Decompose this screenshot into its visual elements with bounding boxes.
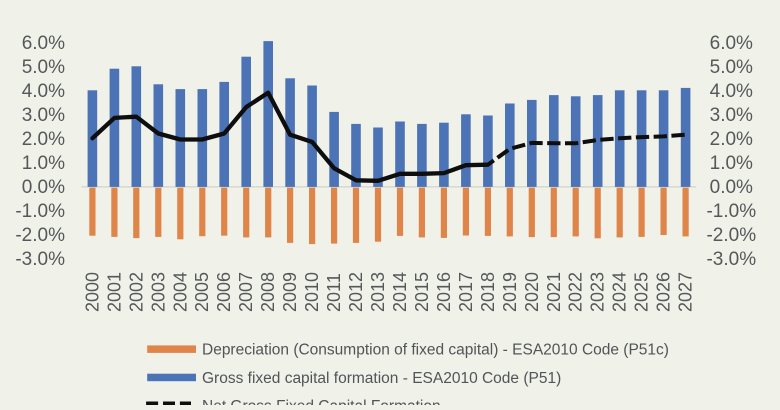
svg-text:2018: 2018 xyxy=(478,272,498,312)
svg-text:2014: 2014 xyxy=(390,272,410,312)
svg-text:2006: 2006 xyxy=(214,272,234,312)
svg-text:-3.0%: -3.0% xyxy=(15,249,65,270)
svg-text:2020: 2020 xyxy=(522,272,542,312)
svg-text:2017: 2017 xyxy=(456,272,476,312)
svg-text:-2.0%: -2.0% xyxy=(15,225,65,246)
svg-text:5.0%: 5.0% xyxy=(710,57,753,78)
svg-text:Gross fixed capital formation: Gross fixed capital formation - ESA2010 … xyxy=(202,370,561,387)
svg-text:2023: 2023 xyxy=(588,272,608,312)
svg-text:2026: 2026 xyxy=(654,272,674,312)
svg-text:2024: 2024 xyxy=(610,272,630,312)
svg-text:2015: 2015 xyxy=(412,272,432,312)
svg-text:-1.0%: -1.0% xyxy=(706,201,756,222)
svg-text:1.0%: 1.0% xyxy=(710,153,753,174)
svg-text:2005: 2005 xyxy=(192,272,212,312)
svg-text:2004: 2004 xyxy=(170,272,190,312)
svg-text:2012: 2012 xyxy=(346,272,366,312)
svg-text:2009: 2009 xyxy=(280,272,300,312)
svg-text:2000: 2000 xyxy=(82,272,102,312)
svg-text:2021: 2021 xyxy=(544,272,564,312)
svg-text:Depreciation (Consumption of f: Depreciation (Consumption of fixed capit… xyxy=(202,341,669,358)
svg-text:2010: 2010 xyxy=(302,272,322,312)
svg-text:2003: 2003 xyxy=(148,272,168,312)
svg-text:4.0%: 4.0% xyxy=(710,81,753,102)
svg-text:5.0%: 5.0% xyxy=(22,57,65,78)
svg-text:2002: 2002 xyxy=(126,272,146,312)
svg-text:3.0%: 3.0% xyxy=(710,105,753,126)
svg-text:3.0%: 3.0% xyxy=(22,105,65,126)
svg-text:2022: 2022 xyxy=(566,272,586,312)
svg-text:2019: 2019 xyxy=(500,272,520,312)
svg-text:6.0%: 6.0% xyxy=(710,33,753,54)
svg-text:2025: 2025 xyxy=(632,272,652,312)
svg-text:2016: 2016 xyxy=(434,272,454,312)
svg-text:2008: 2008 xyxy=(258,272,278,312)
svg-text:-3.0%: -3.0% xyxy=(706,249,756,270)
svg-text:6.0%: 6.0% xyxy=(22,33,65,54)
svg-text:2001: 2001 xyxy=(104,272,124,312)
svg-text:2013: 2013 xyxy=(368,272,388,312)
svg-text:0.0%: 0.0% xyxy=(710,177,753,198)
svg-text:-2.0%: -2.0% xyxy=(706,225,756,246)
svg-text:Net Gross Fixed Capital Format: Net Gross Fixed Capital Formation xyxy=(202,398,441,405)
svg-text:4.0%: 4.0% xyxy=(22,81,65,102)
svg-text:2027: 2027 xyxy=(676,272,696,312)
svg-text:2007: 2007 xyxy=(236,272,256,312)
svg-text:1.0%: 1.0% xyxy=(22,153,65,174)
svg-text:-1.0%: -1.0% xyxy=(15,201,65,222)
svg-text:2011: 2011 xyxy=(324,273,344,312)
svg-text:2.0%: 2.0% xyxy=(710,129,753,150)
svg-text:2.0%: 2.0% xyxy=(22,129,65,150)
svg-text:0.0%: 0.0% xyxy=(22,177,65,198)
